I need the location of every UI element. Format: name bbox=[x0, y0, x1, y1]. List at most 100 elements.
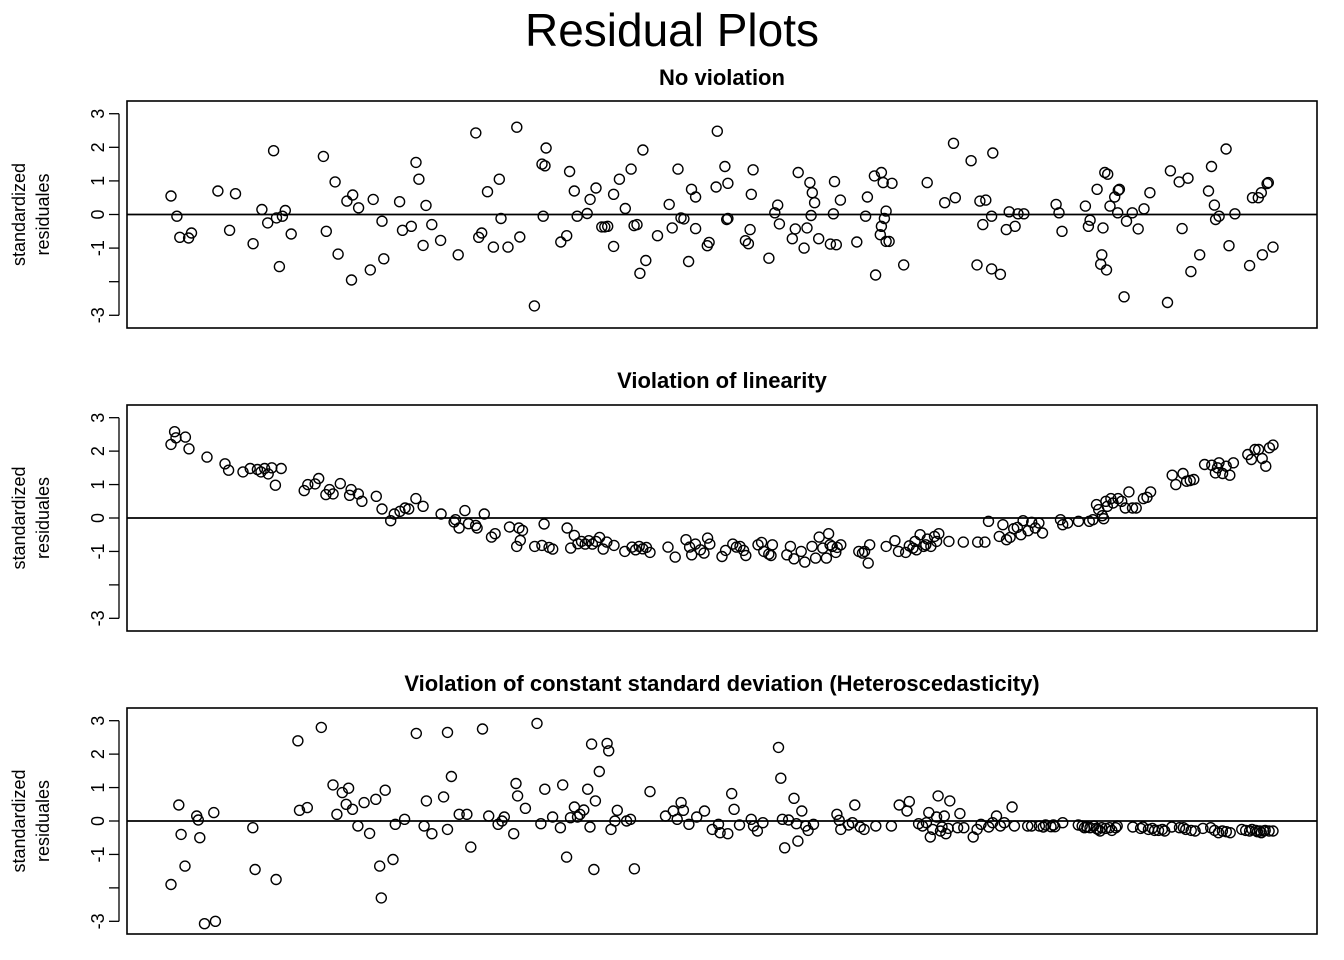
residual-point bbox=[267, 144, 280, 157]
residual-point bbox=[757, 817, 769, 829]
residual-point bbox=[607, 240, 620, 253]
residual-point bbox=[453, 522, 465, 534]
residual-point bbox=[285, 228, 297, 240]
y-axis-label: residuales bbox=[33, 173, 53, 255]
residual-point bbox=[726, 787, 738, 800]
residual-point bbox=[886, 177, 898, 190]
residual-point bbox=[317, 150, 330, 163]
residual-point bbox=[938, 810, 950, 822]
residual-point bbox=[609, 815, 621, 827]
residual-point bbox=[747, 164, 759, 176]
residual-point bbox=[279, 204, 291, 217]
residual-point bbox=[1018, 208, 1030, 220]
residual-point bbox=[358, 796, 370, 809]
residual-point bbox=[465, 841, 477, 853]
residual-point bbox=[765, 549, 777, 562]
residual-point bbox=[856, 547, 869, 559]
residual-point bbox=[1177, 822, 1190, 834]
residual-point bbox=[1112, 184, 1125, 197]
residual-point bbox=[388, 508, 400, 520]
residual-point bbox=[585, 738, 598, 750]
residual-point bbox=[483, 810, 495, 822]
residual-point bbox=[734, 540, 746, 553]
residual-point bbox=[805, 209, 817, 222]
residual-point bbox=[885, 820, 898, 832]
residual-point bbox=[557, 779, 569, 791]
residual-point bbox=[596, 221, 608, 233]
residual-point bbox=[733, 819, 746, 831]
panel-1: No violation 3 2 1 0 -1 -3 standardized residual… bbox=[9, 65, 1318, 329]
residual-point bbox=[508, 828, 520, 840]
residual-point bbox=[476, 723, 489, 735]
residual-point bbox=[798, 242, 810, 254]
residual-point bbox=[1224, 469, 1236, 481]
residual-point bbox=[582, 783, 594, 795]
residual-point bbox=[796, 805, 808, 817]
residual-point bbox=[478, 508, 490, 520]
residual-point bbox=[364, 264, 376, 276]
residual-point bbox=[420, 795, 433, 807]
residual-point bbox=[603, 745, 615, 757]
residual-point bbox=[704, 538, 716, 550]
residual-point bbox=[590, 182, 602, 194]
residual-point bbox=[1096, 249, 1108, 261]
residual-point bbox=[481, 185, 494, 198]
residual-point bbox=[625, 163, 637, 175]
residual-point bbox=[740, 549, 752, 562]
residual-point bbox=[165, 438, 177, 451]
residual-point bbox=[710, 181, 722, 193]
residual-point bbox=[861, 191, 874, 203]
residual-point bbox=[201, 451, 213, 463]
residual-point bbox=[417, 500, 429, 512]
residual-point bbox=[921, 176, 933, 189]
y-tick-label: -1 bbox=[88, 543, 108, 559]
residual-point bbox=[875, 220, 888, 233]
residual-point bbox=[1166, 821, 1178, 833]
residual-point bbox=[806, 540, 818, 553]
residual-point bbox=[889, 535, 901, 547]
residual-point bbox=[561, 522, 573, 534]
residual-point bbox=[1009, 220, 1021, 233]
y-tick-label: 1 bbox=[88, 783, 108, 793]
residual-point bbox=[417, 239, 429, 252]
residual-point bbox=[537, 210, 549, 222]
residual-point bbox=[980, 194, 992, 206]
residual-point bbox=[426, 828, 438, 840]
residual-point bbox=[903, 795, 915, 808]
residual-point bbox=[1176, 222, 1188, 235]
residual-point bbox=[788, 553, 800, 565]
residual-point bbox=[1223, 239, 1235, 252]
residual-point bbox=[568, 185, 580, 197]
residual-point bbox=[247, 822, 259, 834]
residual-point bbox=[434, 234, 447, 247]
residual-point bbox=[1256, 249, 1269, 261]
y-axis-label: standardized bbox=[9, 466, 29, 569]
residual-point bbox=[511, 121, 523, 133]
residual-point bbox=[898, 259, 910, 271]
residual-point bbox=[1189, 825, 1201, 837]
y-tick-label: 3 bbox=[88, 716, 108, 726]
residual-point bbox=[666, 222, 678, 234]
residual-point bbox=[379, 784, 391, 796]
residual-point bbox=[1216, 825, 1229, 837]
residual-point bbox=[624, 813, 637, 825]
residual-point bbox=[701, 532, 714, 544]
residual-point bbox=[471, 522, 483, 534]
residual-point bbox=[476, 227, 488, 239]
residual-point bbox=[944, 795, 956, 807]
residual-point bbox=[998, 817, 1010, 829]
y-tick-label: -3 bbox=[88, 610, 108, 626]
residual-point bbox=[1138, 203, 1150, 215]
residual-point bbox=[822, 528, 835, 540]
residual-point bbox=[994, 268, 1007, 280]
residual-point bbox=[340, 798, 352, 810]
residual-point bbox=[376, 503, 388, 515]
residual-point bbox=[445, 770, 458, 783]
residual-point bbox=[485, 531, 498, 543]
residual-point bbox=[589, 795, 602, 807]
residual-point bbox=[370, 793, 382, 805]
residual-point bbox=[637, 144, 649, 156]
residual-point bbox=[398, 813, 411, 825]
residual-point bbox=[769, 207, 781, 219]
residual-point bbox=[1097, 513, 1110, 525]
